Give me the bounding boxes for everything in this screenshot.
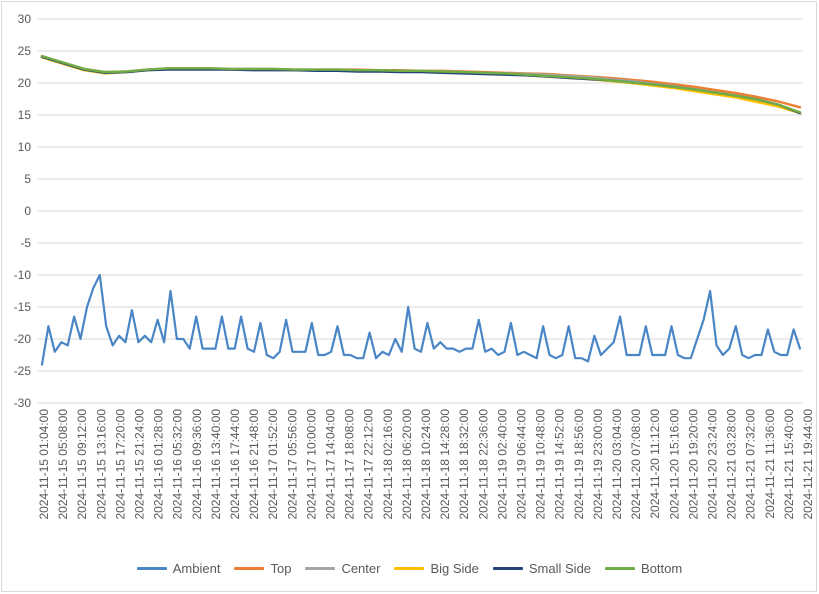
x-tick-label: 2024-11-16 17:44:00 [228, 409, 242, 520]
y-tick-label: -30 [14, 396, 32, 410]
x-tick-label: 2024-11-20 07:08:00 [629, 409, 643, 520]
x-tick-label: 2024-11-18 02:16:00 [381, 409, 395, 520]
x-tick-label: 2024-11-20 15:16:00 [667, 409, 681, 520]
x-tick-label: 2024-11-20 03:04:00 [610, 409, 624, 520]
x-tick-label: 2024-11-20 11:12:00 [648, 409, 662, 519]
gridlines [37, 18, 803, 404]
y-tick-label: -10 [14, 268, 32, 282]
legend-swatch [234, 567, 265, 570]
x-tick-label: 2024-11-19 10:48:00 [534, 409, 548, 520]
legend-item: Ambient [136, 561, 221, 576]
legend-item: Small Side [492, 561, 592, 576]
x-tick-label: 2024-11-17 14:04:00 [324, 409, 338, 520]
y-tick-label: 5 [24, 172, 31, 186]
x-tick-label: 2024-11-19 18:56:00 [572, 409, 586, 520]
y-tick-label: 25 [18, 44, 32, 58]
y-tick-label: 20 [18, 76, 32, 90]
x-tick-label: 2024-11-20 23:24:00 [706, 409, 720, 520]
x-tick-label: 2024-11-21 03:28:00 [725, 409, 739, 520]
legend-label: Small Side [528, 561, 592, 576]
x-tick-label: 2024-11-21 15:40:00 [782, 409, 796, 520]
x-tick-label: 2024-11-15 09:12:00 [75, 409, 89, 520]
series-bottom [40, 54, 802, 114]
y-tick-label: 0 [24, 204, 31, 218]
legend-label: Bottom [641, 561, 683, 576]
legend-swatch [305, 567, 336, 570]
y-tick-label: -25 [14, 364, 32, 378]
series-top [40, 54, 802, 109]
x-tick-label: 2024-11-21 07:32:00 [744, 409, 758, 520]
x-tick-label: 2024-11-17 10:00:00 [304, 409, 318, 520]
legend-item: Big Side [394, 561, 479, 576]
y-tick-label: 30 [18, 12, 32, 26]
legend-item: Top [234, 561, 291, 576]
x-tick-label: 2024-11-18 06:20:00 [400, 409, 414, 520]
legend-label: Ambient [172, 561, 221, 576]
y-tick-label: -5 [20, 236, 31, 250]
x-tick-label: 2024-11-19 06:44:00 [515, 409, 529, 520]
x-axis: 2024-11-15 01:04:00 2024-11-15 05:08:00 20… [37, 402, 815, 520]
x-tick-label: 2024-11-19 14:52:00 [553, 409, 567, 520]
x-tick-label: 2024-11-19 02:40:00 [495, 409, 509, 520]
x-tick-label: 2024-11-16 13:40:00 [209, 409, 223, 520]
x-tick-label: 2024-11-17 22:12:00 [362, 409, 376, 520]
y-tick-label: 15 [18, 108, 32, 122]
legend-label: Big Side [430, 561, 479, 576]
y-axis: 30 25 20 15 10 5 0 -5 -10 -15 -20 -25 -30 [14, 12, 32, 410]
x-tick-label: 2024-11-17 01:52:00 [266, 409, 280, 520]
x-tick-label: 2024-11-18 14:28:00 [438, 409, 452, 520]
legend-item: Center [305, 561, 380, 576]
series-ambient [40, 273, 802, 366]
x-tick-label: 2024-11-19 23:00:00 [591, 409, 605, 520]
y-tick-label: -15 [14, 300, 32, 314]
legend-swatch [492, 567, 523, 570]
x-tick-label: 2024-11-20 19:20:00 [686, 409, 700, 520]
x-tick-label: 2024-11-18 10:24:00 [419, 409, 433, 520]
y-tick-label: 10 [18, 140, 32, 154]
plot-series [40, 54, 802, 366]
legend-swatch [136, 567, 167, 570]
x-tick-label: 2024-11-15 21:24:00 [133, 409, 147, 520]
x-tick-label: 2024-11-16 09:36:00 [190, 409, 204, 520]
x-tick-label: 2024-11-18 22:36:00 [476, 409, 490, 520]
legend: Ambient Top Center Big Side Small Side Bottom [0, 561, 819, 576]
legend-item: Bottom [605, 561, 682, 576]
x-tick-label: 2024-11-15 01:04:00 [37, 409, 51, 520]
x-tick-label: 2024-11-15 17:20:00 [113, 409, 127, 520]
x-tick-label: 2024-11-21 11:36:00 [763, 409, 777, 519]
x-tick-label: 2024-11-16 21:48:00 [247, 409, 261, 520]
x-tick-label: 2024-11-16 01:28:00 [152, 409, 166, 520]
legend-label: Center [341, 561, 381, 576]
x-tick-label: 2024-11-17 18:08:00 [343, 409, 357, 520]
x-tick-label: 2024-11-15 13:16:00 [94, 409, 108, 520]
x-tick-label: 2024-11-18 18:32:00 [457, 409, 471, 520]
x-tick-label: 2024-11-21 19:44:00 [801, 409, 815, 520]
y-tick-label: -20 [14, 332, 32, 346]
x-tick-label: 2024-11-15 05:08:00 [56, 409, 70, 520]
x-tick-label: 2024-11-17 05:56:00 [285, 409, 299, 520]
legend-swatch [394, 567, 425, 570]
legend-swatch [605, 567, 636, 570]
legend-label: Top [270, 561, 292, 576]
x-tick-label: 2024-11-16 05:32:00 [171, 409, 185, 520]
